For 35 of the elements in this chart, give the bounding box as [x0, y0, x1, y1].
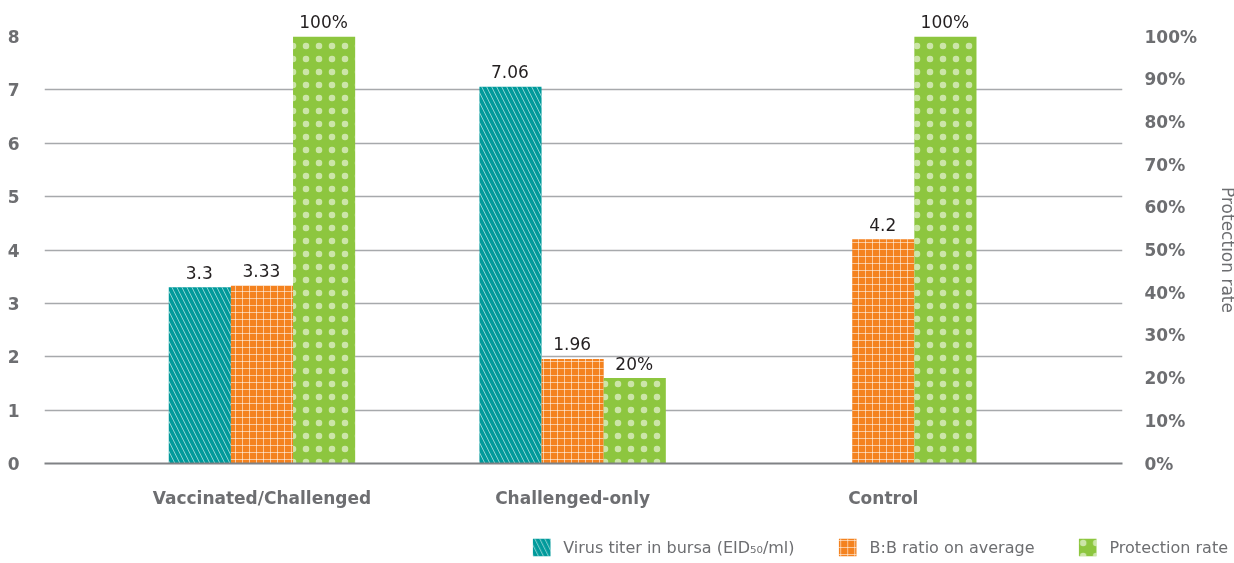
- legend-label: Virus titer in bursa (EID₅₀/ml): [563, 537, 795, 557]
- data-label: 100%: [299, 12, 348, 32]
- data-label: 100%: [920, 12, 970, 32]
- y2-tick-label: 100%: [1144, 26, 1198, 47]
- y-tick-label: 7: [7, 80, 20, 101]
- y-tick-label: 0: [7, 454, 20, 474]
- y2-tick-label: 30%: [1144, 325, 1186, 346]
- data-label: 7.06: [491, 62, 529, 83]
- x-tick-label: Vaccinated/Challenged: [152, 487, 372, 508]
- data-label: 20%: [615, 353, 654, 374]
- data-label: 3.3: [185, 262, 213, 283]
- y-tick-label: 4: [7, 240, 20, 261]
- y2-tick-label: 80%: [1144, 111, 1186, 132]
- y2-tick-label: 50%: [1144, 240, 1186, 260]
- y2-tick-label: 20%: [1144, 368, 1186, 389]
- y-tick-label: 2: [7, 347, 20, 368]
- x-tick-label: Control: [848, 487, 919, 508]
- y-tick-label: 8: [7, 27, 20, 47]
- data-label: 4.2: [869, 214, 897, 235]
- y2-tick-label: 40%: [1144, 282, 1186, 303]
- y2-tick-label: 70%: [1144, 154, 1186, 175]
- y-tick-label: 1: [7, 400, 20, 421]
- y-tick-label: 6: [7, 133, 20, 154]
- legend-label: Protection rate: [1109, 537, 1228, 557]
- y2-tick-label: 60%: [1144, 197, 1186, 218]
- y2-tick-label: 0%: [1144, 453, 1174, 474]
- data-label: 1.96: [553, 334, 592, 355]
- y2-axis-title: Protection rate: [1218, 187, 1234, 313]
- data-label: 3.33: [242, 261, 281, 282]
- x-tick-label: Challenged-only: [495, 487, 651, 508]
- y2-tick-label: 90%: [1144, 69, 1186, 90]
- y-tick-label: 5: [7, 187, 20, 208]
- y2-tick-label: 10%: [1144, 410, 1186, 431]
- legend-label: B:B ratio on average: [869, 537, 1035, 557]
- y-tick-label: 3: [7, 293, 20, 314]
